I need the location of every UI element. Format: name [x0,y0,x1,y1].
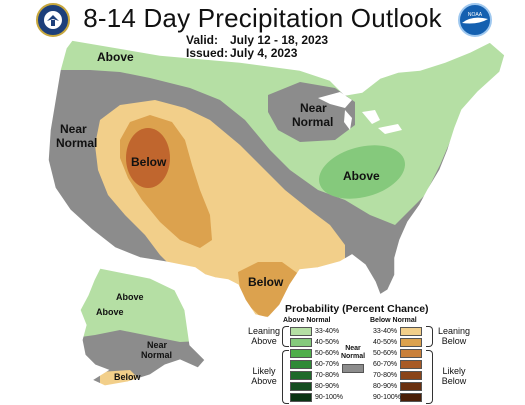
leaning-above-label-2: Above [251,336,277,346]
below-swatch-1 [400,327,422,336]
noaa-logo: NOAA [458,3,492,37]
label-ak-near-2: Normal [141,350,172,360]
likely-below-label-2: Below [441,376,467,386]
likely-above-brace [282,350,289,404]
legend-title: Probability (Percent Chance) [285,303,429,315]
near-normal-label-2: Normal [340,353,366,360]
below-swatch-3 [400,349,422,358]
label-near-normal-lakes-1: Near [300,101,327,115]
noaa-logo-text: NOAA [468,12,483,18]
leaning-below-brace [426,326,433,347]
noaa-bird-icon: NOAA [462,12,488,24]
below-swatch-label-1: 33-40% [373,328,398,335]
label-above-north: Above [97,50,134,64]
legend-below-header: Below Normal [370,317,417,324]
likely-below-brace [426,350,433,404]
above-swatch-label-5: 70-80% [315,372,340,379]
above-swatch-label-4: 60-70% [315,361,340,368]
above-swatch-label-3: 50-60% [315,350,340,357]
label-near-normal-lakes-2: Normal [292,115,333,129]
above-swatch-2 [290,338,312,347]
conus-outline [47,39,506,319]
above-swatch-label-1: 33-40% [315,328,340,335]
issued-value: July 4, 2023 [230,46,298,60]
below-swatch-label-5: 70-80% [373,372,398,379]
label-ak-below: Below [114,372,142,382]
likely-above-label-2: Above [251,376,277,386]
alaska-outline [79,267,206,387]
likely-below-label-1: Likely [442,366,466,376]
valid-value: July 12 - 18, 2023 [230,33,329,47]
valid-label: Valid: [186,33,219,47]
below-swatch-label-3: 50-60% [373,350,398,357]
below-swatch-6 [400,382,422,391]
above-swatch-3 [290,349,312,358]
label-below-texas: Below [248,275,284,289]
label-above-ohio: Above [343,169,380,183]
above-swatch-7 [290,393,312,402]
label-ak-near-1: Near [147,340,168,350]
label-near-normal-west-1: Near [60,122,87,136]
leaning-above-brace [282,326,289,347]
great-lakes [318,92,402,134]
below-swatch-label-4: 60-70% [373,361,398,368]
below-swatch-label-7: 90-100% [373,394,402,401]
near-normal-label-1: Near [345,345,361,352]
below-swatch-label-2: 40-50% [373,339,398,346]
above-swatch-label-7: 90-100% [315,394,344,401]
legend: Probability (Percent Chance) Above Norma… [240,300,525,405]
leaning-above-label-1: Leaning [247,326,281,336]
label-below-west: Below [131,155,167,169]
above-swatch-4 [290,360,312,369]
below-swatch-2 [400,338,422,347]
leaning-below-label-1: Leaning [437,326,471,336]
below-swatch-label-6: 80-90% [373,383,398,390]
near-normal-swatch [342,364,364,373]
below-swatch-7 [400,393,422,402]
eagle-icon [44,11,62,29]
above-region-ohio [319,145,405,199]
above-swatch-label-6: 80-90% [315,383,340,390]
page-title: 8-14 Day Precipitation Outlook [83,3,442,33]
leaning-below-label-2: Below [441,336,467,346]
below-swatch-4 [400,360,422,369]
legend-above-header: Above Normal [283,317,331,324]
above-swatch-5 [290,371,312,380]
above-swatch-6 [290,382,312,391]
likely-above-label-1: Likely [252,366,276,376]
below-swatch-5 [400,371,422,380]
label-ak-above-1: Above [116,292,144,302]
above-swatch-1 [290,327,312,336]
label-near-normal-west-2: Normal [56,136,97,150]
doc-seal-logo [36,3,70,37]
above-swatch-label-2: 40-50% [315,339,340,346]
issued-label: Issued: [186,46,229,60]
label-ak-above-2: Above [96,307,124,317]
below-region-dark-core [126,128,170,188]
